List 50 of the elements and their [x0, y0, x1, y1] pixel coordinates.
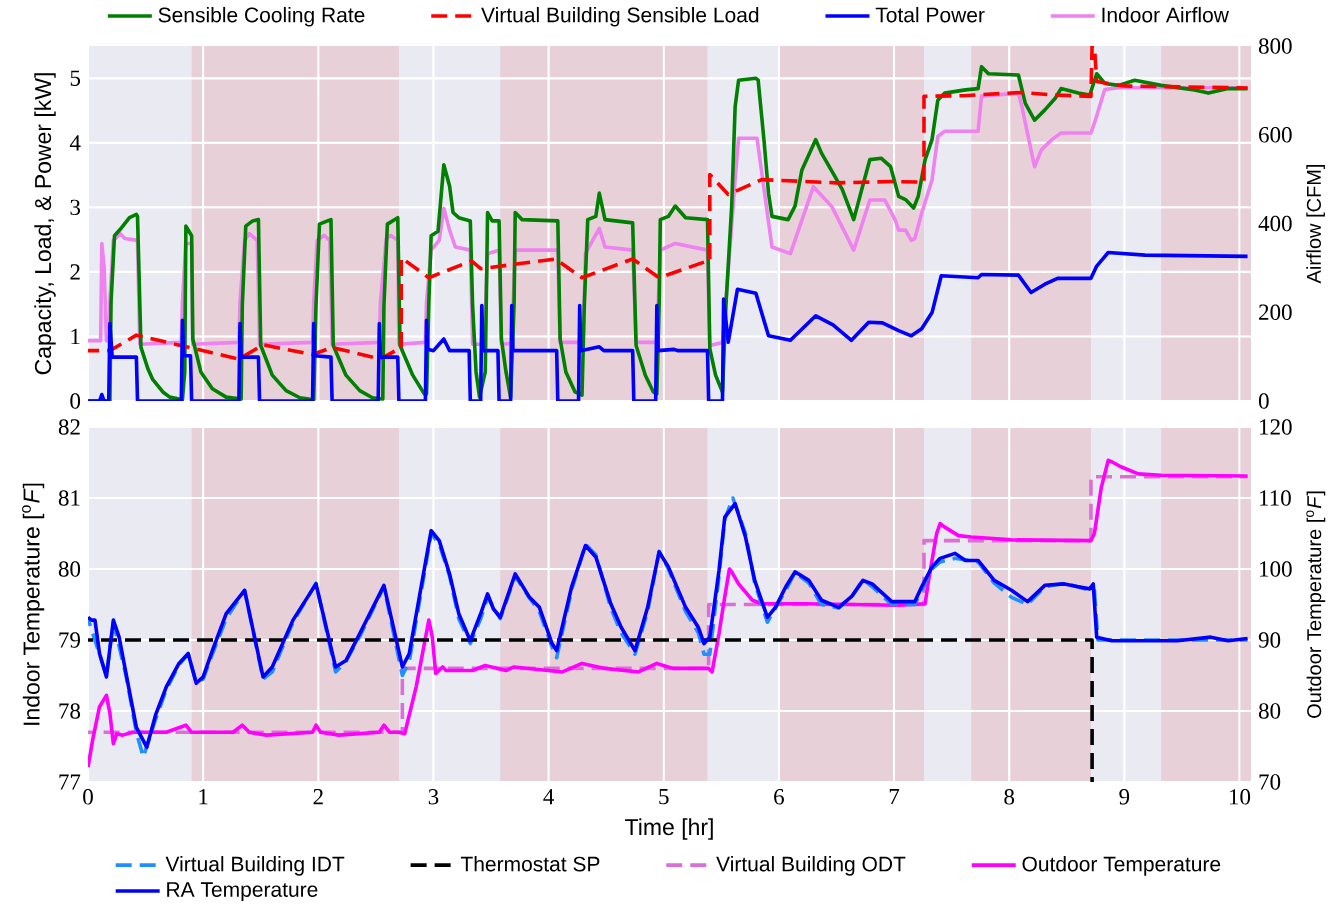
legend-label: Indoor Airflow [1102, 6, 1229, 23]
x-tick-label: 10 [1229, 789, 1251, 805]
legend-label: Outdoor Temperature [1022, 856, 1221, 876]
line-series [88, 46, 1250, 361]
y-tick-label: 0 [70, 393, 81, 409]
legend-label: Virtual Building IDT [165, 856, 345, 876]
y-tick-label: 81 [58, 490, 80, 506]
x-tick-label: 6 [774, 789, 784, 805]
legend-label: Virtual Building Sensible Load [481, 6, 759, 27]
x-tick-label: 4 [543, 789, 554, 805]
y-tick-label: 78 [59, 703, 81, 719]
y-axis-title: Capacity, Load, & Power [kW] [34, 73, 56, 375]
y-axis-title: Indoor Temperature [$^{o}$F] [22, 483, 45, 725]
legend-label: Sensible Cooling Rate [158, 6, 365, 27]
y2-axis-title: Airflow [CFM] [1306, 164, 1325, 284]
y2-tick-label: 400 [1258, 215, 1292, 232]
y2-tick-label: 80 [1258, 703, 1281, 719]
y2-tick-label: 600 [1259, 127, 1292, 143]
y2-tick-label: 0 [1258, 393, 1269, 409]
y-tick-label: 1 [71, 328, 80, 345]
y2-tick-label: 200 [1259, 304, 1292, 320]
x-axis-title: Time [hr] [625, 818, 713, 840]
y-tick-label: 82 [58, 419, 80, 435]
legend-label: Thermostat SP [460, 856, 600, 872]
line-series [88, 458, 1250, 769]
y-tick-label: 77 [59, 774, 81, 790]
y2-tick-label: 110 [1260, 490, 1291, 506]
y2-axis-title: Outdoor Temperature [$^{o}$F] [1306, 491, 1326, 718]
y2-tick-label: 800 [1258, 38, 1292, 54]
y2-tick-label: 100 [1260, 561, 1292, 577]
y-tick-label: 2 [70, 264, 80, 280]
x-tick-label: 8 [1004, 789, 1015, 805]
x-tick-label: 1 [199, 789, 208, 805]
x-tick-label: 5 [659, 789, 669, 805]
x-tick-label: 0 [83, 789, 93, 805]
x-tick-label: 9 [1119, 789, 1130, 805]
y-tick-label: 79 [59, 632, 80, 648]
y-tick-label: 4 [69, 135, 81, 151]
y-tick-label: 5 [70, 70, 81, 86]
y2-tick-label: 120 [1260, 419, 1292, 435]
x-tick-label: 2 [313, 789, 323, 805]
x-tick-label: 3 [428, 789, 439, 805]
x-tick-label: 7 [889, 789, 900, 805]
y2-tick-label: 90 [1258, 632, 1281, 648]
legend-label: Total Power [875, 6, 985, 23]
legend-label: Virtual Building ODT [716, 856, 906, 876]
y-tick-label: 3 [70, 199, 81, 216]
y-tick-label: 80 [58, 561, 81, 577]
y2-tick-label: 70 [1259, 774, 1281, 790]
legend-label: RA Temperature [167, 882, 318, 902]
